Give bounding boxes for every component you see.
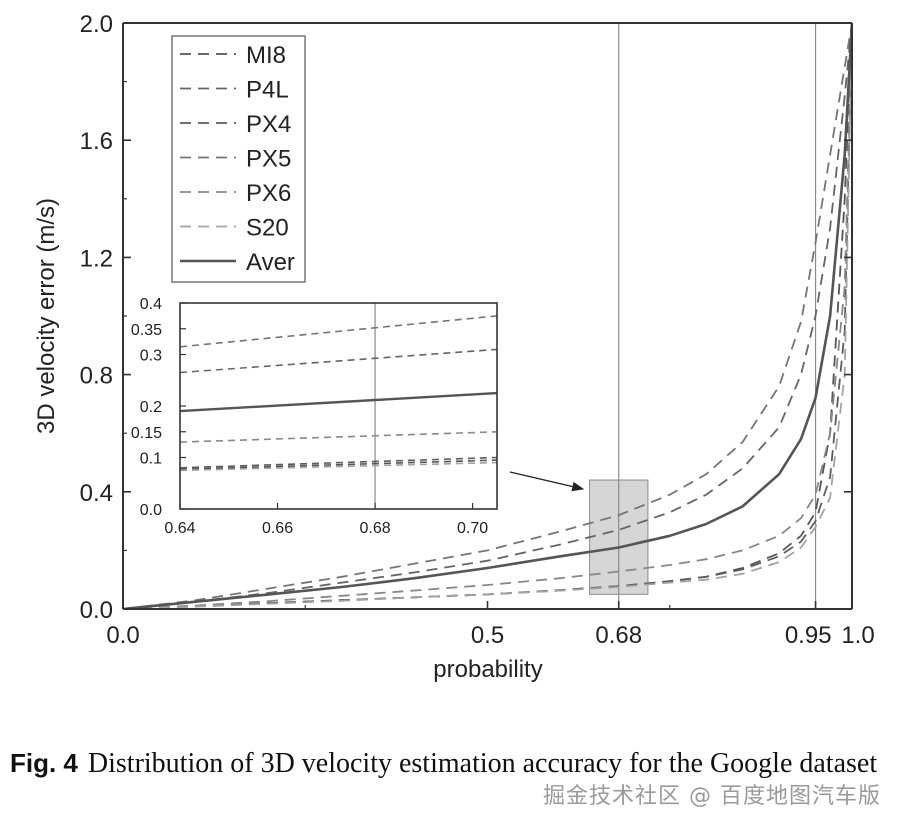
y-tick-label: 1.2 — [80, 245, 113, 272]
chart-svg: 0.0 0.4 0.8 1.2 1.6 2.0 0.0 0.5 0.68 0.95 1.0 proba… — [33, 11, 875, 683]
inset-plot: 0.0 0.1 0.15 0.2 0.3 0.35 0.4 0.64 0.66 0.68 0.70 — [131, 296, 585, 537]
inset-x-tick-label: 0.66 — [262, 520, 293, 537]
series-line-px5 — [123, 22, 852, 609]
inset-series-line-mi8 — [179, 459, 498, 471]
legend: MI8 P4L PX4 PX5 PX6 S20 Aver — [171, 35, 306, 283]
inset-series-line-px4 — [179, 456, 498, 469]
inset-background — [180, 303, 497, 509]
legend-label-aver: Aver — [246, 249, 295, 276]
inset-y-tick-label: 0.3 — [140, 348, 162, 365]
y-tick-label: 1.6 — [80, 128, 113, 155]
inset-x-tick-label: 0.70 — [457, 520, 488, 537]
series-line-px6 — [123, 22, 852, 609]
inset-series-line-px6 — [179, 431, 498, 443]
x-tick-label: 1.0 — [841, 622, 874, 649]
inset-x-tick-label: 0.68 — [360, 520, 391, 537]
legend-label-p4l: P4L — [246, 77, 289, 104]
legend-label-mi8: MI8 — [246, 42, 286, 69]
inset-y-tick-label: 0.0 — [140, 502, 162, 519]
x-tick-label: 0.68 — [595, 622, 642, 649]
figure-caption: Fig. 4 Distribution of 3D velocity estima… — [10, 746, 896, 781]
inset-y-tick-label: 0.1 — [140, 451, 162, 468]
inset-series-line-s20 — [179, 461, 498, 472]
series-line-aver — [123, 22, 852, 609]
legend-box — [171, 35, 306, 283]
watermark: 掘金技术社区 @ 百度地图汽车版 — [543, 784, 881, 809]
y-tick-label: 0.0 — [80, 597, 113, 624]
legend-label-px6: PX6 — [246, 180, 291, 207]
x-tick-label: 0.0 — [106, 622, 139, 649]
inset-series-line-aver — [179, 391, 498, 413]
inset-y-tick-label: 0.15 — [131, 425, 162, 442]
y-tick-label: 0.8 — [80, 363, 113, 390]
figure-caption-text: Distribution of 3D velocity estimation a… — [87, 748, 878, 779]
inset-x-tick-label: 0.64 — [164, 520, 195, 537]
legend-label-px4: PX4 — [246, 111, 291, 138]
inset-y-tick-label: 0.4 — [140, 296, 162, 313]
x-tick-label: 0.5 — [471, 622, 504, 649]
x-axis-label: probability — [433, 656, 542, 683]
y-tick-label: 2.0 — [80, 11, 113, 38]
series-line-s20 — [123, 22, 852, 609]
legend-label-px5: PX5 — [246, 146, 291, 173]
inset-series-line-px5 — [179, 315, 498, 348]
y-tick-label: 0.4 — [80, 480, 113, 507]
inset-y-tick-label: 0.35 — [131, 322, 162, 339]
legend-label-s20: S20 — [246, 215, 289, 242]
figure-label: Fig. 4 — [10, 748, 78, 778]
inset-series-line-p4l — [179, 348, 498, 374]
y-axis-label: 3D velocity error (m/s) — [33, 198, 60, 434]
series-line-px4 — [123, 22, 852, 609]
x-tick-label: 0.95 — [785, 622, 832, 649]
main-plot: 0.0 0.4 0.8 1.2 1.6 2.0 0.0 0.5 0.68 0.95 1.0 proba… — [33, 11, 875, 683]
main-series-group — [123, 22, 852, 609]
zoom-arrow — [509, 471, 585, 492]
inset-y-tick-label: 0.2 — [140, 399, 162, 416]
